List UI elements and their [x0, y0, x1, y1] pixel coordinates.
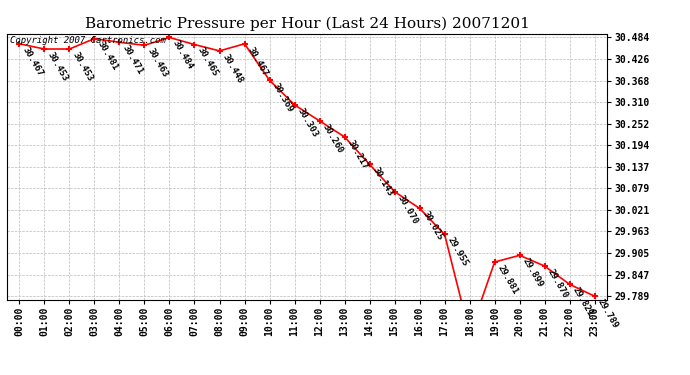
- Text: 30.467: 30.467: [21, 45, 45, 78]
- Text: 30.369: 30.369: [271, 82, 295, 114]
- Text: 30.070: 30.070: [396, 193, 420, 225]
- Text: 29.955: 29.955: [446, 236, 470, 268]
- Text: 30.453: 30.453: [46, 50, 70, 83]
- Text: 29.881: 29.881: [496, 263, 520, 296]
- Text: 29.870: 29.870: [546, 267, 570, 300]
- Text: 30.303: 30.303: [296, 106, 320, 139]
- Text: Copyright 2007 Cartronics.com: Copyright 2007 Cartronics.com: [10, 36, 166, 45]
- Text: 30.471: 30.471: [121, 44, 145, 76]
- Text: 29.688: 29.688: [0, 374, 1, 375]
- Text: 29.789: 29.789: [596, 298, 620, 330]
- Text: 30.481: 30.481: [96, 40, 120, 72]
- Text: 30.260: 30.260: [321, 122, 345, 155]
- Text: 29.899: 29.899: [521, 257, 545, 289]
- Text: 30.484: 30.484: [171, 39, 195, 71]
- Text: 30.448: 30.448: [221, 52, 245, 85]
- Text: 29.821: 29.821: [571, 286, 595, 318]
- Text: 30.467: 30.467: [246, 45, 270, 78]
- Title: Barometric Pressure per Hour (Last 24 Hours) 20071201: Barometric Pressure per Hour (Last 24 Ho…: [85, 17, 529, 31]
- Text: 30.465: 30.465: [196, 46, 220, 78]
- Text: 30.143: 30.143: [371, 166, 395, 198]
- Text: 30.453: 30.453: [71, 50, 95, 83]
- Text: 30.025: 30.025: [421, 210, 445, 242]
- Text: 30.463: 30.463: [146, 46, 170, 79]
- Text: 30.217: 30.217: [346, 138, 370, 171]
